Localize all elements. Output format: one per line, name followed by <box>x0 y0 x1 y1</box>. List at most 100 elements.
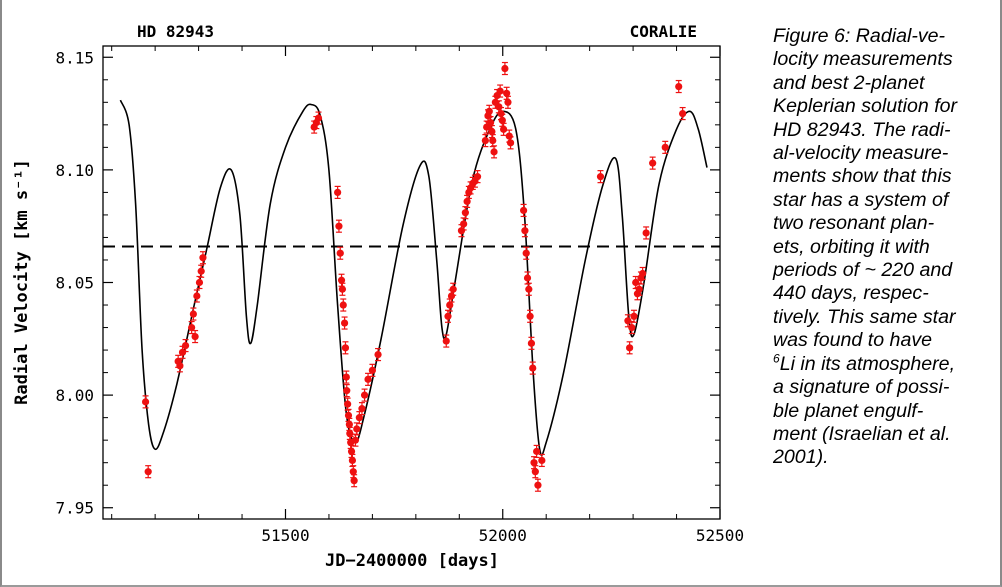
data-point-marker <box>141 398 150 406</box>
data-point-marker <box>374 350 382 359</box>
data-point-marker <box>442 337 450 345</box>
data-point <box>350 474 358 488</box>
data-point-marker <box>189 310 197 318</box>
data-point <box>460 217 468 231</box>
data-point-marker <box>355 414 363 422</box>
data-point-marker <box>649 159 657 167</box>
data-point-marker <box>506 139 515 147</box>
data-point-marker <box>444 312 452 320</box>
data-point <box>444 309 452 323</box>
data-point-marker <box>530 459 538 467</box>
data-point <box>463 194 471 209</box>
data-point-marker <box>314 114 323 122</box>
data-point-marker <box>624 317 632 325</box>
caption-line: ble planet engulf- <box>773 399 924 422</box>
data-point <box>529 361 537 375</box>
data-point-marker <box>341 344 350 352</box>
data-point-marker <box>521 227 529 235</box>
data-point-marker <box>498 116 506 124</box>
data-point-marker <box>345 420 353 428</box>
y-tick-label: 8.15 <box>55 48 94 67</box>
data-point <box>485 104 493 118</box>
data-point-marker <box>353 425 361 433</box>
data-point-marker <box>197 267 205 275</box>
data-point <box>504 95 512 109</box>
data-point-marker <box>360 391 369 399</box>
data-point-marker <box>503 89 511 97</box>
data-point <box>490 145 498 159</box>
data-point <box>337 273 346 287</box>
data-point <box>141 395 150 409</box>
data-point <box>181 338 190 353</box>
data-point-marker <box>497 109 505 118</box>
data-point <box>364 372 372 386</box>
data-point <box>461 206 469 220</box>
data-point-marker <box>463 197 471 206</box>
data-point <box>533 444 541 459</box>
data-point-marker <box>350 477 358 485</box>
keplerian-fit-curve <box>119 99 708 457</box>
data-point <box>639 266 647 281</box>
data-point <box>351 433 360 447</box>
caption-line: Li in its atmosphere, <box>779 352 956 375</box>
radial-velocity-chart: HD 82943 CORALIE 51500 52000 52500 7.95 8.00… <box>12 22 744 571</box>
data-point <box>340 316 349 330</box>
caption-line: a signature of possi- <box>773 376 950 399</box>
data-point-marker <box>364 375 372 383</box>
data-point-marker <box>461 209 469 217</box>
data-point-marker <box>335 222 343 230</box>
y-axis-label: Radial Velocity [km s⁻¹] <box>12 159 32 405</box>
data-point <box>342 370 350 384</box>
data-point-marker <box>199 254 207 262</box>
data-point-marker <box>144 468 152 476</box>
data-point <box>335 219 343 233</box>
data-point-marker <box>630 312 638 320</box>
data-point-marker <box>496 87 504 95</box>
data-point <box>523 271 532 285</box>
data-point-marker <box>525 285 533 293</box>
caption-line: al-velocity measure- <box>773 142 949 165</box>
data-point <box>368 363 376 377</box>
data-point-marker <box>500 125 508 133</box>
data-point <box>349 465 357 479</box>
caption-line: tively. This same star <box>773 305 956 328</box>
data-point <box>360 388 369 402</box>
data-point <box>344 408 353 422</box>
chart-title-left: HD 82943 <box>137 22 214 41</box>
data-point-marker <box>675 82 683 91</box>
data-point-marker <box>596 173 605 181</box>
data-point <box>661 140 669 154</box>
data-point <box>446 298 454 312</box>
data-point-marker <box>473 173 482 181</box>
data-point-marker <box>504 98 512 106</box>
data-point-marker <box>505 132 513 140</box>
caption-line: 440 days, respec- <box>773 282 929 305</box>
data-point <box>481 134 489 148</box>
data-point <box>353 422 361 436</box>
data-point <box>339 298 347 312</box>
data-point-marker <box>642 229 650 237</box>
data-point <box>346 426 354 441</box>
data-point-marker <box>520 206 528 215</box>
data-point <box>500 122 508 136</box>
data-point-marker <box>348 456 357 465</box>
data-point <box>534 478 542 492</box>
data-point-marker <box>661 143 669 151</box>
data-point <box>624 314 632 328</box>
data-point <box>530 456 538 470</box>
data-point <box>197 264 205 278</box>
data-point-marker <box>449 285 457 293</box>
data-point-marker <box>632 278 640 287</box>
data-point-marker <box>347 447 356 456</box>
caption-line: ments show that this <box>773 165 952 188</box>
chart-title-right: CORALIE <box>630 22 697 41</box>
caption-line: Keplerian solution for <box>773 95 958 118</box>
data-point-marker <box>339 301 347 309</box>
data-point <box>632 275 640 290</box>
x-tick-label: 51500 <box>261 526 309 545</box>
data-point <box>347 444 356 459</box>
data-point <box>442 334 450 348</box>
data-point <box>188 320 196 335</box>
data-point <box>520 203 528 218</box>
